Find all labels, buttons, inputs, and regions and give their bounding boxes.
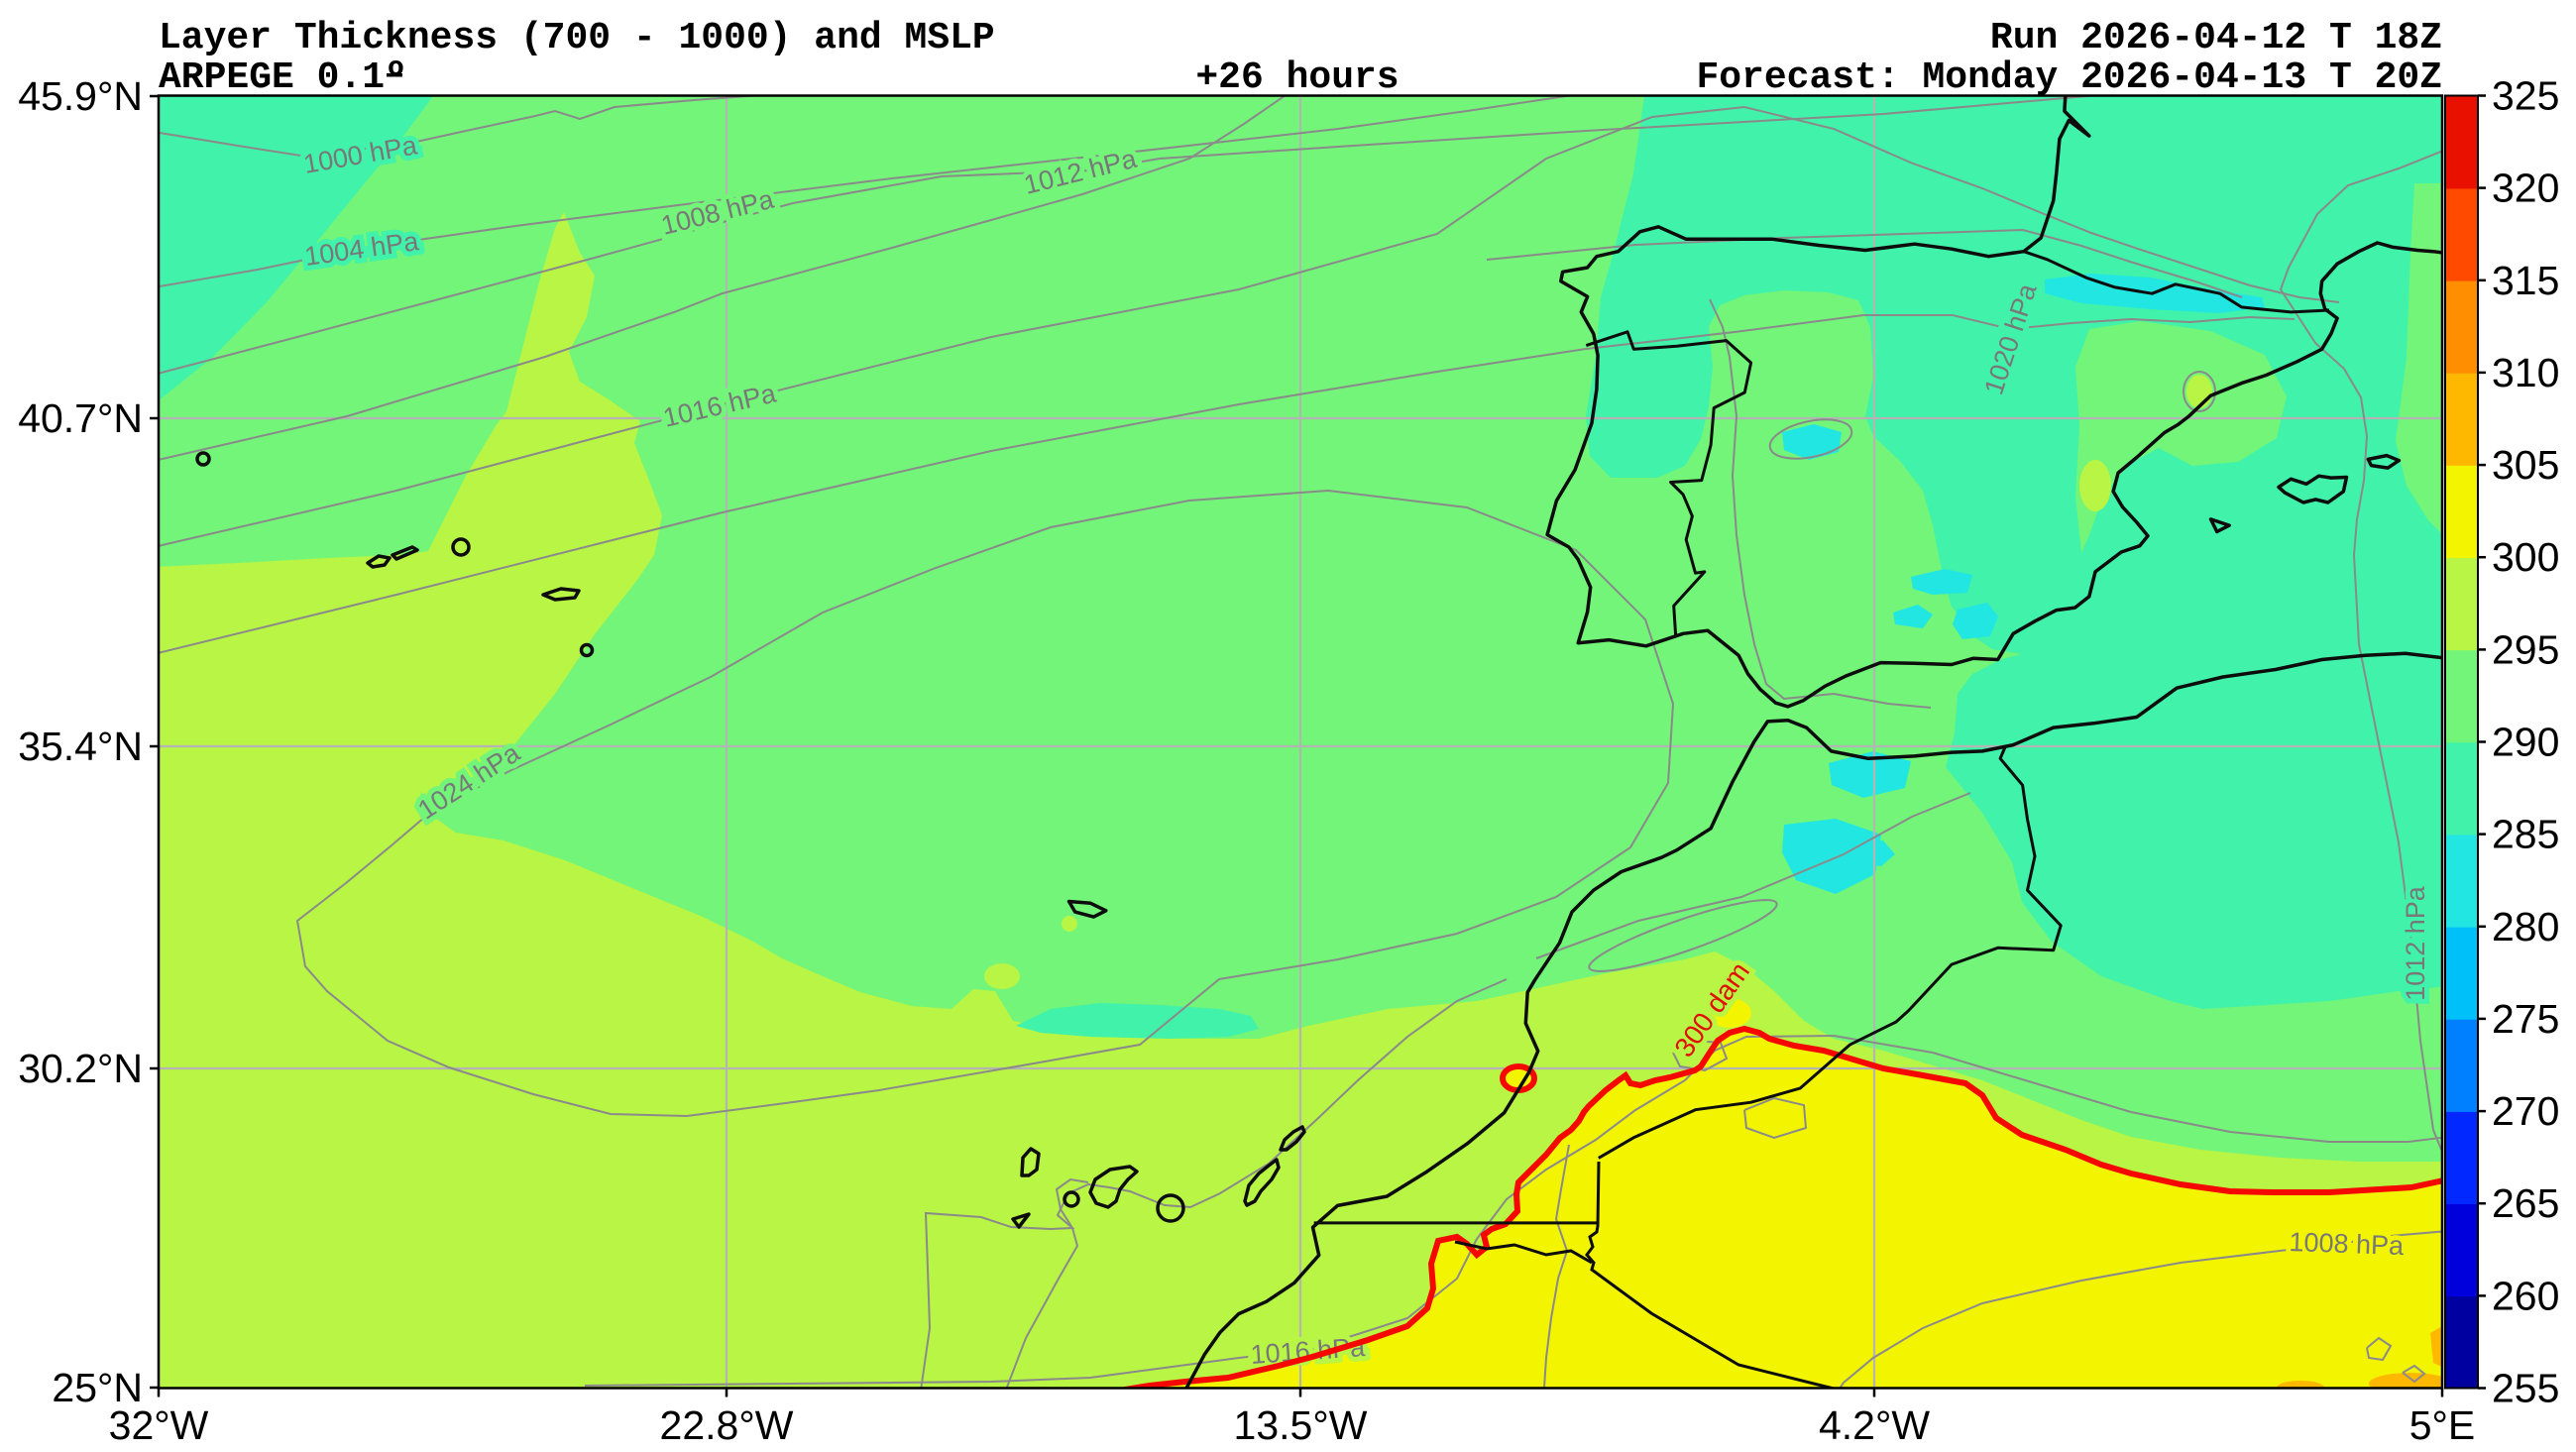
svg-text:285: 285 (2492, 812, 2559, 857)
svg-text:320: 320 (2492, 166, 2559, 211)
svg-text:315: 315 (2492, 258, 2559, 303)
svg-text:310: 310 (2492, 350, 2559, 395)
svg-text:Run 2026-04-12 T 18Z: Run 2026-04-12 T 18Z (1990, 17, 2442, 59)
svg-text:255: 255 (2492, 1366, 2559, 1411)
svg-text:295: 295 (2492, 626, 2559, 672)
svg-text:300: 300 (2492, 534, 2559, 580)
svg-text:+26 hours: +26 hours (1195, 56, 1399, 99)
svg-text:270: 270 (2492, 1088, 2559, 1134)
svg-text:4.2°W: 4.2°W (1819, 1402, 1930, 1448)
svg-text:1008 hPa: 1008 hPa (2289, 1227, 2406, 1261)
svg-text:265: 265 (2492, 1180, 2559, 1226)
svg-text:45.9°N: 45.9°N (18, 73, 143, 119)
svg-text:275: 275 (2492, 996, 2559, 1042)
svg-text:1012 hPa: 1012 hPa (2401, 885, 2430, 1001)
svg-text:35.4°N: 35.4°N (18, 724, 143, 769)
svg-text:Layer Thickness (700 - 1000) a: Layer Thickness (700 - 1000) and MSLP (159, 17, 995, 59)
svg-text:280: 280 (2492, 904, 2559, 949)
svg-text:260: 260 (2492, 1273, 2559, 1318)
svg-text:22.8°W: 22.8°W (660, 1402, 794, 1448)
svg-text:5°E: 5°E (2409, 1402, 2476, 1448)
svg-text:32°W: 32°W (109, 1402, 209, 1448)
svg-text:325: 325 (2492, 73, 2559, 119)
svg-text:305: 305 (2492, 442, 2559, 488)
svg-text:40.7°N: 40.7°N (18, 395, 143, 441)
svg-text:Forecast: Monday 2026-04-13 T: Forecast: Monday 2026-04-13 T 20Z (1696, 56, 2442, 99)
svg-text:30.2°N: 30.2°N (18, 1046, 143, 1091)
svg-text:290: 290 (2492, 720, 2559, 765)
svg-text:ARPEGE 0.1º: ARPEGE 0.1º (159, 56, 407, 99)
svg-text:13.5°W: 13.5°W (1234, 1402, 1368, 1448)
svg-text:25°N: 25°N (52, 1365, 143, 1410)
